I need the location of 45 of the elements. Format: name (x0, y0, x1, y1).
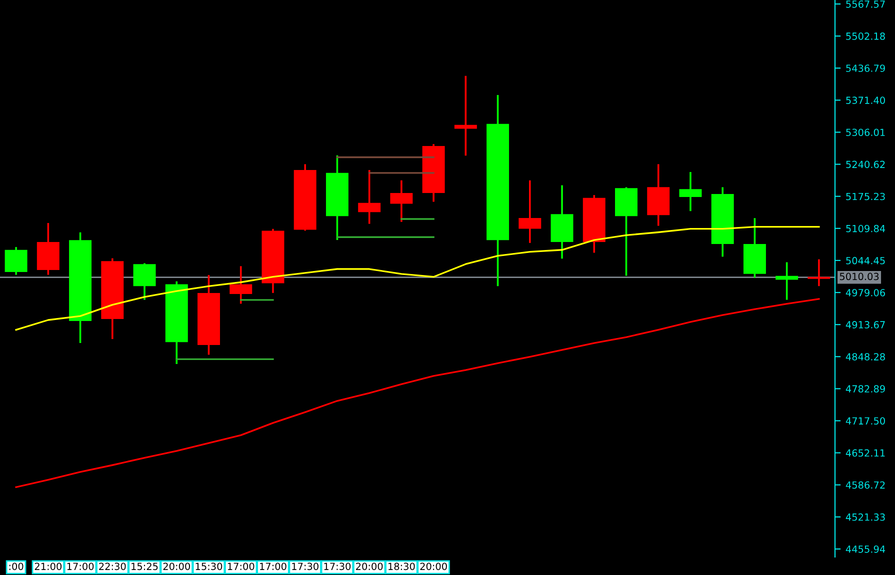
y-tick-label: 5109.84 (846, 224, 886, 232)
candlestick (4, 247, 28, 275)
line-series (15, 226, 820, 331)
x-tick-label: 17:00 (228, 562, 254, 570)
x-tick-label: 17:30 (324, 562, 351, 570)
line-series (15, 298, 820, 488)
y-tick-label: 4979.06 (846, 288, 886, 296)
y-tick-label: 4455.94 (846, 545, 886, 553)
candlestick (390, 180, 413, 222)
x-tick-label: 15:25 (132, 562, 158, 570)
x-tick-label: 15:30 (196, 562, 222, 570)
y-tick-label: 5306.01 (846, 128, 885, 136)
y-tick-label: 5175.23 (846, 192, 885, 200)
x-tick-label: 20:00 (163, 562, 190, 570)
candlestick (518, 180, 542, 243)
x-tick-label: 21:00 (34, 562, 62, 570)
y-tick-label: 4717.50 (846, 417, 885, 425)
y-tick-label: 4586.72 (846, 481, 885, 489)
candlestick (358, 170, 381, 224)
y-tick-label: 5567.57 (846, 0, 885, 8)
x-tick-label: :00 (9, 562, 24, 570)
ref-line-label: 5010.03 (840, 272, 879, 280)
y-tick-label: 5044.45 (846, 256, 885, 264)
candlestick (679, 172, 702, 212)
candlestick (133, 263, 156, 300)
candlestick (776, 262, 798, 300)
y-tick-label: 4652.11 (846, 449, 885, 457)
x-tick-label: 18:30 (388, 562, 415, 570)
x-tick-label: 20:00 (420, 562, 447, 570)
y-tick-label: 5436.79 (846, 64, 885, 72)
y-tick-label: 4913.67 (846, 321, 885, 328)
y-tick-label: 5371.40 (846, 96, 885, 104)
candlestick (808, 259, 830, 286)
x-tick-label: 17:00 (67, 562, 94, 570)
x-tick-label: 22:30 (99, 562, 126, 570)
y-tick-label: 5240.62 (846, 160, 885, 168)
y-tick-label: 5502.18 (846, 32, 885, 40)
x-tick-label: 17:30 (292, 562, 318, 570)
y-tick-label: 4782.89 (846, 385, 885, 393)
candlestick (454, 76, 477, 156)
y-tick-label: 4848.28 (846, 353, 885, 360)
x-tick-label: 20:00 (356, 562, 383, 570)
x-tick-label: 17:00 (260, 562, 286, 570)
candlestick (230, 266, 252, 304)
y-tick-label: 4521.33 (846, 513, 885, 521)
